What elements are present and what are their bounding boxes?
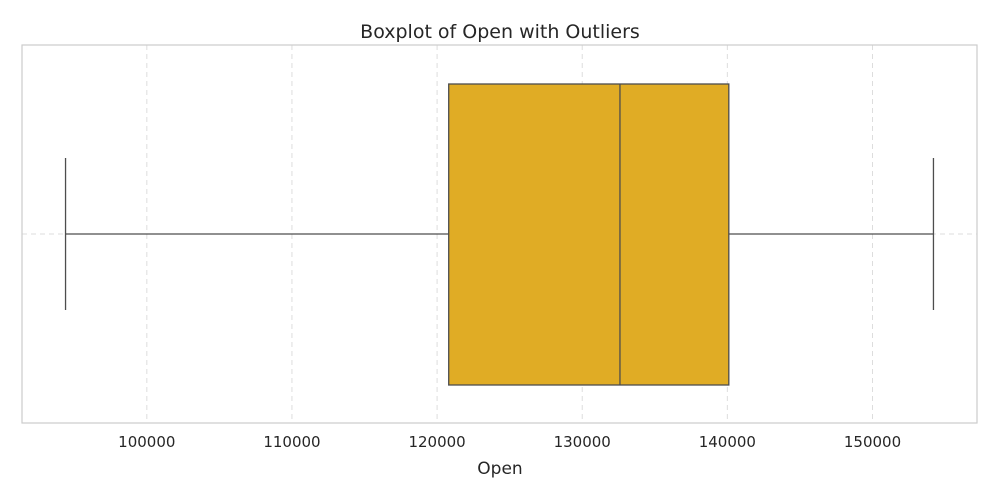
- boxplot-series: [64, 83, 935, 386]
- x-tick-label-4: 140000: [699, 433, 756, 451]
- plot-frame: [21, 44, 978, 424]
- x-tick-label-2: 120000: [408, 433, 465, 451]
- x-tick-label-5: 150000: [844, 433, 901, 451]
- x-axis-ticks: 100000 110000 120000 130000 140000 150000: [118, 433, 901, 451]
- x-axis-label: Open: [477, 459, 522, 479]
- x-tick-label-1: 110000: [263, 433, 320, 451]
- chart-title: Boxplot of Open with Outliers: [360, 21, 640, 43]
- interquartile-box: [448, 83, 730, 386]
- x-tick-label-0: 100000: [118, 433, 175, 451]
- x-tick-label-3: 130000: [554, 433, 611, 451]
